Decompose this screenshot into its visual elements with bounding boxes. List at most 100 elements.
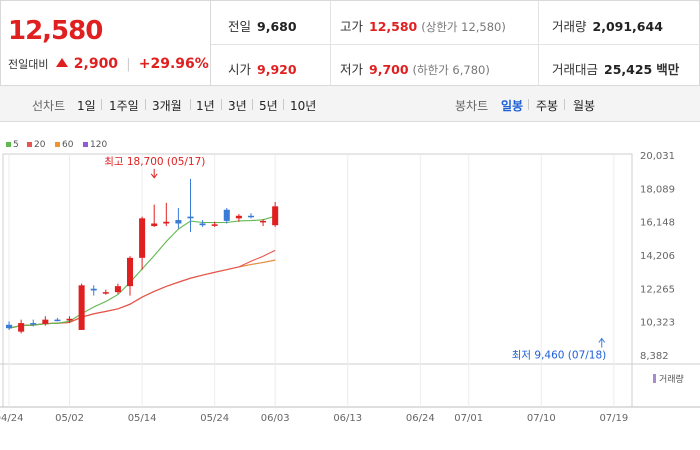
candle-body [211, 224, 218, 226]
candle-body [126, 257, 134, 287]
period-5y-button[interactable]: 5년 [259, 99, 278, 113]
volume-legend-label: 거래량 [659, 373, 684, 385]
y-tick-label: 8,382 [640, 351, 669, 362]
divider [564, 99, 565, 110]
stat-value: 9,680 [257, 19, 297, 34]
max-arrow-head-icon [150, 173, 158, 179]
candle-body [139, 218, 146, 258]
divider [221, 99, 222, 110]
x-tick-label: 06/13 [333, 413, 362, 424]
candle-body [235, 215, 242, 219]
candle-body [18, 323, 25, 332]
candle-body [223, 209, 230, 221]
current-price: 12,580 [8, 16, 103, 46]
candle-chart-label: 봉차트 [455, 99, 489, 113]
stat-value: 12,580 [369, 19, 418, 34]
stat-label: 시가 [228, 62, 252, 77]
change-row: 전일대비 2,900 | +29.96% [8, 56, 209, 72]
monthly-candle-button[interactable]: 월봉 [573, 99, 596, 113]
candle-body [175, 220, 182, 224]
divider [528, 99, 529, 110]
chart-toolbar: 선차트 1일 1주일 3개월 1년 3년 5년 10년 봉차트 일봉 주봉 월봉 [0, 86, 700, 122]
candles [6, 178, 279, 334]
x-tick-label: 07/10 [527, 413, 556, 424]
period-3y-button[interactable]: 3년 [228, 99, 247, 113]
daily-candle-button[interactable]: 일봉 [501, 99, 524, 113]
period-1y-button[interactable]: 1년 [196, 99, 215, 113]
stock-quote-header: 12,580 전일대비 2,900 | +29.96% 전일 9,680 고가 12… [0, 0, 700, 87]
candle-body [247, 215, 254, 218]
period-1d-button[interactable]: 1일 [77, 99, 96, 113]
legend-label: 20 [34, 140, 46, 150]
candle-body [199, 223, 206, 226]
legend-swatch [27, 142, 32, 147]
period-10y-button[interactable]: 10년 [290, 99, 317, 113]
stat-label: 저가 [340, 62, 364, 77]
change-amount: 2,900 [73, 56, 119, 72]
candle-body [54, 319, 61, 322]
y-tick-label: 14,206 [640, 251, 675, 262]
stat-open: 시가 9,920 [228, 59, 297, 78]
x-tick-label: 06/03 [261, 413, 290, 424]
divider [211, 44, 700, 45]
change-label: 전일대비 [8, 58, 49, 71]
x-tick-label: 05/24 [200, 413, 229, 424]
candlestick-chart[interactable]: 5 20 60 120 20,031 18,089 16,148 14,206 12,265 1… [0, 122, 700, 450]
volume-panel: 거래량 [653, 373, 684, 385]
divider [190, 99, 191, 110]
candle-body [90, 288, 97, 291]
divider [252, 99, 253, 110]
y-tick-label: 18,089 [640, 184, 675, 195]
change-rate: +29.96% [138, 56, 209, 72]
candle-body [272, 206, 279, 226]
x-tick-label: 06/24 [406, 413, 435, 424]
x-axis: 04/24 05/02 05/14 05/24 06/03 06/13 06/24 07/01… [0, 413, 628, 424]
y-tick-label: 12,265 [640, 284, 675, 295]
candle-body [42, 319, 49, 324]
legend-label: 120 [90, 140, 107, 150]
stat-label: 고가 [340, 19, 364, 34]
stat-volume: 거래량 2,091,644 [552, 16, 663, 35]
price-summary: 12,580 전일대비 2,900 | +29.96% [1, 1, 211, 87]
stat-unit: 백만 [656, 62, 680, 77]
legend-swatch [83, 142, 88, 147]
grid [0, 153, 700, 408]
chart-legend: 5 20 60 120 [6, 140, 107, 150]
legend-swatch [6, 142, 11, 147]
up-arrow-icon [55, 58, 68, 67]
candle-body [187, 216, 194, 219]
min-price-note: 최저 9,460 (07/18) [512, 349, 607, 361]
period-3m-button[interactable]: 3개월 [152, 99, 182, 113]
x-tick-label: 07/19 [599, 413, 628, 424]
change-separator: | [126, 57, 131, 72]
stat-turnover: 거래대금 25,425 백만 [552, 59, 679, 78]
stat-label: 거래량 [552, 19, 587, 34]
stat-label: 전일 [228, 19, 252, 34]
candle-body [151, 223, 158, 227]
x-tick-label: 07/01 [454, 413, 483, 424]
divider [145, 99, 146, 110]
volume-legend-swatch [653, 374, 656, 383]
line-chart-label: 선차트 [32, 99, 66, 113]
candle-body [30, 323, 37, 325]
y-tick-label: 16,148 [640, 218, 675, 229]
upper-limit-text: (상한가 12,580) [421, 20, 506, 34]
weekly-candle-button[interactable]: 주봉 [536, 99, 559, 113]
stat-value: 9,700 [369, 62, 409, 77]
legend-label: 60 [62, 140, 74, 150]
period-1w-button[interactable]: 1주일 [109, 99, 139, 113]
candle-body [78, 285, 85, 330]
legend-swatch [55, 142, 60, 147]
stat-value: 2,091,644 [592, 19, 663, 34]
divider [283, 99, 284, 110]
stat-prev-close: 전일 9,680 [228, 16, 297, 35]
max-price-note: 최고 18,700 (05/17) [104, 156, 205, 168]
stat-high: 고가 12,580 (상한가 12,580) [340, 16, 506, 35]
stock-chart[interactable]: 5 20 60 120 20,031 18,089 16,148 14,206 12,265 1… [0, 122, 700, 450]
candle-body [102, 292, 109, 294]
legend-label: 5 [13, 140, 19, 150]
candle-body [6, 324, 13, 329]
candle-body [260, 220, 267, 223]
lower-limit-text: (하한가 6,780) [412, 63, 490, 77]
min-arrow-head-icon [598, 337, 606, 343]
